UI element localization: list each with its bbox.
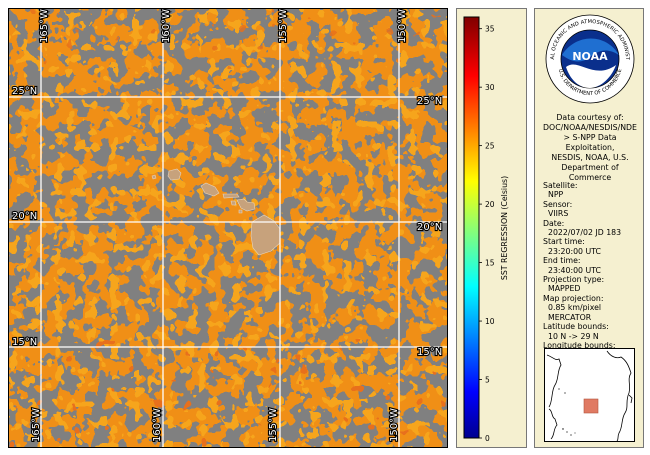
meta-value: 23:40:00 UTC — [548, 265, 601, 275]
info-panel: NATIONAL OCEANIC AND ATMOSPHERIC ADMINIS… — [534, 8, 644, 448]
meta-key: Longitude bounds: — [543, 340, 616, 350]
meta-value: 10 N -> 29 N — [548, 331, 599, 341]
colorbar-panel: 0 5 10 15 20 25 30 35 SST REGRESSION (Celsius) — [456, 8, 527, 448]
hawaiian-islands — [151, 168, 281, 256]
meta-value: 23:20:00 UTC — [548, 246, 601, 256]
lon-label-160w-top: 160°W — [161, 9, 172, 43]
meta-value: NPP — [548, 190, 564, 200]
credit-line: Data courtesy of: — [556, 113, 624, 122]
island-maui — [236, 198, 256, 212]
meta-key: Start time: — [543, 237, 585, 247]
credit-line: Commerce — [568, 173, 612, 182]
metadata-list: Satellite: NPP Sensor: VIIRS Date: 2022/07/02… — [543, 181, 643, 360]
meta-value: 2022/07/02 JD 183 — [548, 228, 622, 238]
meta-key: Projection type: — [543, 275, 605, 285]
meta-key: Date: — [543, 218, 565, 228]
lon-label-165w-bottom: 165°W — [31, 408, 42, 442]
colorbar-tick-label: 0 — [485, 434, 490, 443]
lat-label-15n-left: 15°N — [12, 337, 37, 348]
colorbar-label: SST REGRESSION (Celsius) — [500, 176, 509, 280]
logo-text: NOAA — [572, 50, 608, 63]
sst-map[interactable]: 25°N 25°N 20°N 20°N 15°N 15°N 165°W 160°… — [8, 8, 448, 448]
inset-islands — [558, 388, 576, 436]
meta-key: Latitude bounds: — [543, 322, 609, 332]
island-lanai — [230, 200, 237, 206]
locator-inset — [544, 348, 635, 442]
meta-key: Sensor: — [543, 199, 573, 209]
colorbar-tick-label: 5 — [485, 376, 490, 385]
lat-label-20n-left: 20°N — [12, 211, 37, 222]
island-molokai — [222, 193, 240, 199]
meta-key: Map projection: — [543, 293, 604, 303]
island-kahoolawe — [238, 209, 243, 214]
sst-field-south — [9, 339, 447, 447]
island-niihau — [151, 174, 157, 180]
island-kauai — [167, 168, 182, 181]
credit-line: > S-NPP Data — [563, 133, 617, 142]
meta-value: 0.85 km/pixel — [548, 303, 602, 313]
lon-label-155w-top: 155°W — [278, 9, 289, 43]
credit-line: NESDIS, NOAA, U.S. — [551, 153, 629, 162]
colorbar-tick-label: 15 — [485, 259, 495, 268]
lon-label-160w-bottom: 160°W — [152, 408, 163, 442]
colorbar-tick-label: 25 — [485, 142, 495, 151]
lat-label-25n-right: 25°N — [417, 96, 442, 107]
island-hawaii — [250, 214, 281, 256]
lon-label-165w-top: 165°W — [39, 9, 50, 43]
colorbar: 0 5 10 15 20 25 30 35 SST REGRESSION (Celsius) — [463, 16, 509, 443]
sst-map-canvas: 25°N 25°N 20°N 20°N 15°N 15°N 165°W 160°… — [9, 9, 447, 447]
data-credit: Data courtesy of: DOC/NOAA/NESDIS/NDE > S-… — [537, 113, 643, 183]
meta-key: Satellite: — [543, 181, 578, 190]
colorbar-tick-label: 10 — [485, 317, 495, 326]
meta-value: MAPPED — [548, 284, 581, 294]
meta-value: VIIRS — [548, 209, 569, 219]
lon-label-150w-top: 150°W — [397, 9, 408, 43]
colorbar-tick-label: 30 — [485, 83, 495, 92]
graticule — [9, 9, 447, 447]
locator-map — [545, 349, 634, 441]
island-oahu — [200, 182, 220, 197]
credit-line: DOC/NOAA/NESDIS/NDE — [543, 123, 637, 132]
lat-label-25n-left: 25°N — [12, 86, 37, 97]
lon-label-155w-bottom: 155°W — [268, 408, 279, 442]
credit-line: Department of — [561, 163, 619, 172]
inset-region-box — [583, 398, 599, 414]
meta-value: MERCATOR — [548, 312, 592, 322]
noaa-logo: NATIONAL OCEANIC AND ATMOSPHERIC ADMINIS… — [536, 11, 635, 104]
colorbar-gradient — [463, 16, 480, 439]
lon-label-150w-bottom: 150°W — [389, 408, 400, 442]
meta-key: End time: — [543, 256, 581, 266]
lat-label-15n-right: 15°N — [417, 347, 442, 358]
colorbar-tick-label: 35 — [485, 25, 495, 34]
sst-field-north — [9, 9, 447, 69]
lat-label-20n-right: 20°N — [417, 222, 442, 233]
inset-coastlines — [546, 350, 633, 441]
colorbar-tick-label: 20 — [485, 200, 495, 209]
credit-line: Exploitation, — [565, 143, 615, 152]
